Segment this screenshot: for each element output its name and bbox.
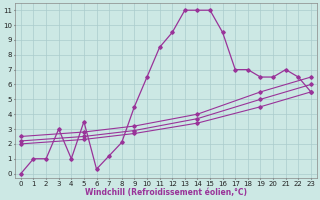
X-axis label: Windchill (Refroidissement éolien,°C): Windchill (Refroidissement éolien,°C) [85,188,247,197]
